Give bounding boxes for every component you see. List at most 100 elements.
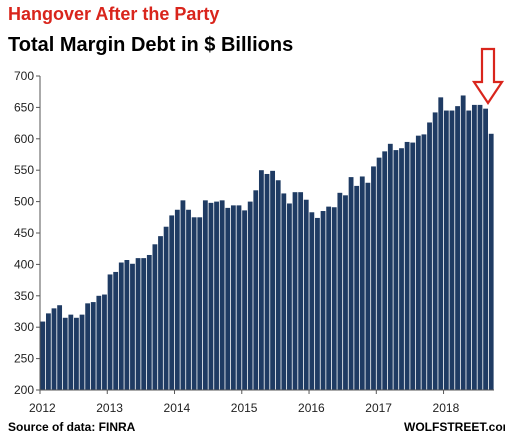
bar bbox=[466, 110, 472, 390]
y-tick-label: 250 bbox=[14, 352, 34, 366]
y-tick-label: 350 bbox=[14, 289, 34, 303]
bar bbox=[371, 166, 376, 390]
bar bbox=[68, 314, 74, 390]
bar bbox=[399, 148, 404, 390]
bar bbox=[163, 226, 169, 390]
bar bbox=[130, 263, 135, 390]
bar bbox=[62, 317, 68, 390]
source-note: Source of data: FINRA bbox=[8, 420, 136, 434]
site-credit: WOLFSTREET.com bbox=[404, 420, 505, 434]
bar bbox=[247, 201, 253, 390]
bar bbox=[225, 207, 231, 390]
bar bbox=[443, 110, 449, 390]
bar bbox=[202, 200, 208, 390]
bar bbox=[40, 321, 46, 390]
bar bbox=[79, 314, 85, 390]
bar bbox=[382, 151, 388, 390]
bar bbox=[113, 271, 119, 390]
bar bbox=[303, 199, 309, 390]
bar bbox=[337, 192, 343, 390]
chart-title: Hangover After the Party bbox=[8, 4, 220, 24]
y-tick-label: 400 bbox=[14, 257, 34, 271]
bar bbox=[483, 108, 488, 390]
y-tick-label: 700 bbox=[14, 69, 34, 83]
bar bbox=[376, 157, 382, 390]
x-tick-label: 2016 bbox=[298, 401, 325, 415]
bar bbox=[135, 258, 141, 390]
bar bbox=[270, 170, 276, 390]
bar bbox=[197, 217, 203, 390]
bar bbox=[85, 303, 91, 390]
bar bbox=[460, 95, 466, 390]
y-tick-label: 200 bbox=[14, 383, 34, 397]
bar bbox=[102, 294, 107, 390]
bar bbox=[449, 110, 455, 390]
bar bbox=[57, 305, 63, 390]
x-tick-label: 2014 bbox=[164, 401, 191, 415]
x-tick-label: 2018 bbox=[433, 401, 460, 415]
bar bbox=[264, 173, 270, 390]
bar bbox=[169, 215, 175, 390]
y-tick-label: 600 bbox=[14, 132, 34, 146]
bar bbox=[236, 205, 242, 390]
bar bbox=[186, 209, 191, 390]
bar bbox=[292, 192, 298, 390]
bar bbox=[320, 211, 326, 390]
bar bbox=[343, 195, 348, 390]
bar bbox=[415, 135, 421, 390]
x-tick-label: 2012 bbox=[29, 401, 56, 415]
bar bbox=[354, 185, 360, 390]
bar bbox=[46, 313, 51, 390]
bar bbox=[477, 104, 483, 390]
bar bbox=[348, 177, 354, 390]
bar bbox=[359, 176, 365, 390]
y-tick-label: 650 bbox=[14, 100, 34, 114]
x-tick-label: 2015 bbox=[231, 401, 258, 415]
bar bbox=[258, 170, 264, 390]
bar bbox=[471, 104, 477, 390]
bar bbox=[214, 201, 219, 390]
bar bbox=[124, 260, 130, 390]
bar bbox=[158, 236, 163, 390]
bar bbox=[253, 190, 259, 390]
bar bbox=[427, 122, 432, 390]
bar bbox=[152, 244, 158, 390]
down-arrow-icon bbox=[471, 47, 505, 105]
bar bbox=[118, 262, 124, 390]
bar bbox=[146, 254, 152, 390]
bar bbox=[404, 141, 410, 390]
bar bbox=[455, 106, 460, 390]
bar bbox=[410, 142, 416, 390]
bar bbox=[432, 112, 438, 391]
bar bbox=[208, 202, 214, 390]
bar bbox=[309, 212, 315, 390]
bar bbox=[331, 207, 337, 390]
bar bbox=[281, 193, 287, 390]
y-tick-label: 300 bbox=[14, 320, 34, 334]
bar bbox=[438, 97, 444, 390]
x-tick-label: 2013 bbox=[96, 401, 123, 415]
bar bbox=[488, 133, 494, 390]
bar bbox=[287, 203, 292, 390]
bar bbox=[275, 180, 281, 390]
bar bbox=[326, 206, 332, 390]
bar bbox=[141, 258, 147, 390]
bar bbox=[230, 205, 236, 390]
bar bbox=[242, 210, 247, 390]
bar bbox=[365, 182, 371, 390]
bar bbox=[393, 150, 399, 390]
bar bbox=[74, 317, 79, 390]
bar bbox=[298, 192, 304, 390]
bar bbox=[421, 134, 427, 390]
bar bbox=[90, 302, 96, 390]
bar bbox=[174, 209, 180, 390]
bar bbox=[96, 295, 102, 390]
bar bbox=[219, 200, 225, 390]
bar bbox=[107, 274, 113, 390]
y-tick-label: 500 bbox=[14, 195, 34, 209]
bar bbox=[51, 308, 57, 390]
bar bbox=[387, 143, 393, 390]
bar bbox=[315, 217, 320, 390]
y-tick-label: 550 bbox=[14, 163, 34, 177]
